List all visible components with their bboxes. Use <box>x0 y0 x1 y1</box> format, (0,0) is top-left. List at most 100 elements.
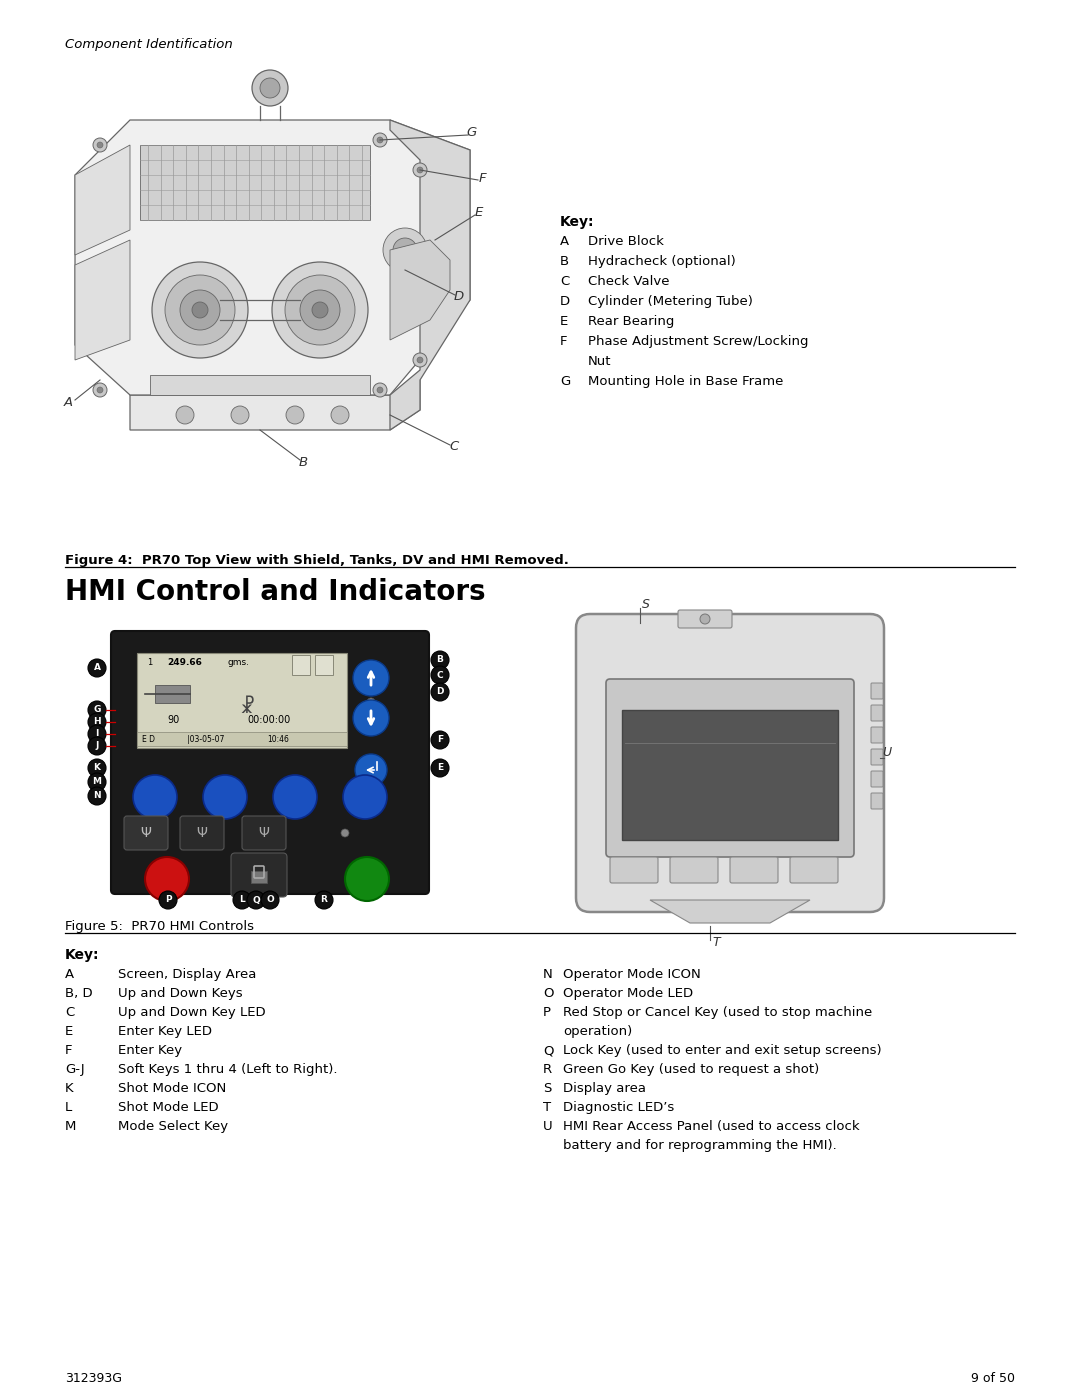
Circle shape <box>312 302 328 319</box>
Circle shape <box>231 407 249 425</box>
Circle shape <box>97 387 103 393</box>
Text: Operator Mode ICON: Operator Mode ICON <box>563 968 701 981</box>
Circle shape <box>377 137 383 142</box>
FancyBboxPatch shape <box>606 679 854 856</box>
Text: N: N <box>93 792 100 800</box>
Text: Key:: Key: <box>65 949 99 963</box>
Circle shape <box>431 731 449 749</box>
Text: Cylinder (Metering Tube): Cylinder (Metering Tube) <box>588 295 753 307</box>
Text: Diagnostic LED’s: Diagnostic LED’s <box>563 1101 674 1113</box>
Polygon shape <box>75 145 130 256</box>
Text: Q: Q <box>252 895 260 904</box>
Circle shape <box>133 775 177 819</box>
Text: U: U <box>543 1120 553 1133</box>
Text: Phase Adjustment Screw/Locking: Phase Adjustment Screw/Locking <box>588 335 809 348</box>
Text: 249.66: 249.66 <box>167 658 202 666</box>
Text: C: C <box>561 275 569 288</box>
FancyBboxPatch shape <box>870 749 883 766</box>
Circle shape <box>413 163 427 177</box>
Circle shape <box>330 407 349 425</box>
Text: 312393G: 312393G <box>65 1372 122 1384</box>
FancyBboxPatch shape <box>576 615 885 912</box>
Text: A: A <box>65 968 75 981</box>
Bar <box>137 652 347 747</box>
Text: T: T <box>712 936 719 950</box>
Text: G: G <box>467 127 477 140</box>
Text: O: O <box>266 895 274 904</box>
Text: C: C <box>65 1006 75 1018</box>
Circle shape <box>87 659 106 678</box>
Text: Lock Key (used to enter and exit setup screens): Lock Key (used to enter and exit setup s… <box>563 1044 881 1058</box>
Circle shape <box>355 754 387 787</box>
FancyBboxPatch shape <box>111 631 429 894</box>
Circle shape <box>273 775 318 819</box>
Text: R: R <box>321 895 327 904</box>
Text: C: C <box>436 671 443 679</box>
Circle shape <box>353 700 389 736</box>
Text: E: E <box>475 207 483 219</box>
Circle shape <box>87 759 106 777</box>
Circle shape <box>87 725 106 743</box>
Circle shape <box>345 856 389 901</box>
Bar <box>137 732 347 746</box>
Text: 00:00:00: 00:00:00 <box>247 715 291 725</box>
Text: B, D: B, D <box>65 988 93 1000</box>
Bar <box>150 374 370 395</box>
Text: Display area: Display area <box>563 1083 646 1095</box>
Bar <box>251 870 267 883</box>
Text: Drive Block: Drive Block <box>588 235 664 249</box>
Circle shape <box>87 773 106 791</box>
Text: 90: 90 <box>167 715 179 725</box>
Text: HMI Rear Access Panel (used to access clock: HMI Rear Access Panel (used to access cl… <box>563 1120 860 1133</box>
Text: A: A <box>561 235 569 249</box>
FancyBboxPatch shape <box>870 705 883 721</box>
Circle shape <box>431 683 449 701</box>
Polygon shape <box>130 380 420 430</box>
Text: N: N <box>543 968 553 981</box>
Circle shape <box>285 275 355 345</box>
Text: Check Valve: Check Valve <box>588 275 670 288</box>
FancyBboxPatch shape <box>789 856 838 883</box>
Circle shape <box>272 263 368 358</box>
Text: O: O <box>543 988 554 1000</box>
Text: G: G <box>93 705 100 714</box>
Circle shape <box>353 659 389 696</box>
Circle shape <box>431 651 449 669</box>
Text: |03-05-07: |03-05-07 <box>187 735 225 745</box>
Text: M: M <box>65 1120 77 1133</box>
Circle shape <box>417 358 423 363</box>
Text: Rear Bearing: Rear Bearing <box>588 314 674 328</box>
Text: Enter Key LED: Enter Key LED <box>118 1025 212 1038</box>
Circle shape <box>87 701 106 719</box>
Text: Figure 4:  PR70 Top View with Shield, Tanks, DV and HMI Removed.: Figure 4: PR70 Top View with Shield, Tan… <box>65 555 569 567</box>
Polygon shape <box>390 120 470 430</box>
FancyBboxPatch shape <box>730 856 778 883</box>
Text: Component Identification: Component Identification <box>65 38 233 52</box>
Text: J: J <box>95 742 98 750</box>
Circle shape <box>315 891 333 909</box>
Text: Enter Key: Enter Key <box>118 1044 183 1058</box>
Circle shape <box>700 615 710 624</box>
Circle shape <box>431 666 449 685</box>
Text: E: E <box>437 764 443 773</box>
Bar <box>140 145 370 219</box>
Circle shape <box>192 302 208 319</box>
Text: R: R <box>543 1063 552 1076</box>
FancyBboxPatch shape <box>231 854 287 897</box>
Circle shape <box>247 891 265 909</box>
Text: Up and Down Keys: Up and Down Keys <box>118 988 243 1000</box>
Text: F: F <box>65 1044 72 1058</box>
Polygon shape <box>75 240 130 360</box>
Text: Soft Keys 1 thru 4 (Left to Right).: Soft Keys 1 thru 4 (Left to Right). <box>118 1063 337 1076</box>
Circle shape <box>367 698 375 705</box>
Circle shape <box>383 228 427 272</box>
Circle shape <box>145 856 189 901</box>
FancyBboxPatch shape <box>870 683 883 698</box>
Text: B: B <box>436 655 444 665</box>
Text: P: P <box>164 895 172 904</box>
Circle shape <box>159 891 177 909</box>
Circle shape <box>343 775 387 819</box>
Polygon shape <box>390 240 450 339</box>
Circle shape <box>97 142 103 148</box>
Circle shape <box>152 263 248 358</box>
